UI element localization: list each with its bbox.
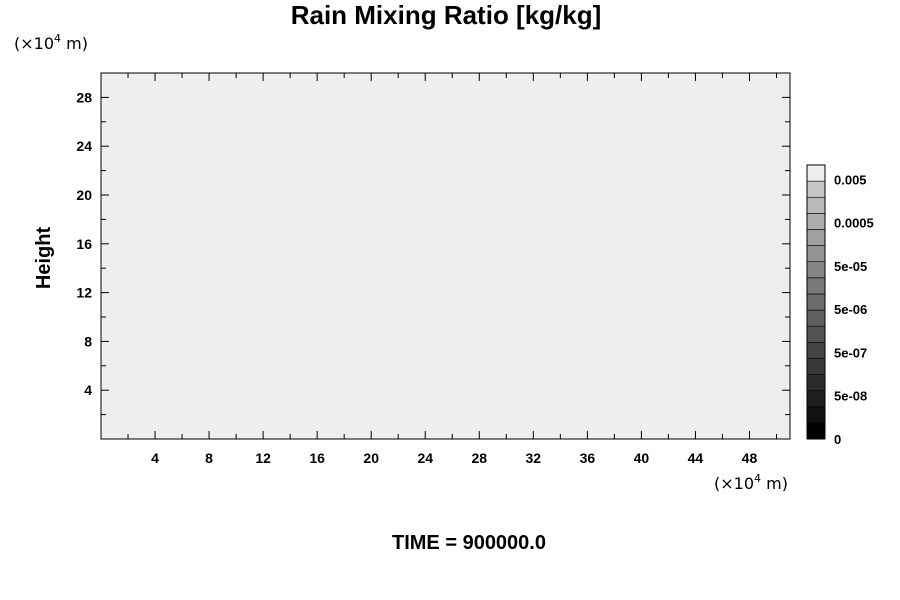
plot-area bbox=[100, 72, 791, 440]
colorbar-label: 5e-06 bbox=[834, 302, 867, 317]
colorbar-swatch bbox=[806, 309, 826, 327]
colorbar-label: 5e-08 bbox=[834, 389, 867, 404]
colorbar-swatch bbox=[806, 261, 826, 279]
colorbar-swatch bbox=[806, 358, 826, 375]
colorbar-frame bbox=[806, 164, 826, 440]
x-tick-labels: 4 8 12 16 20 24 28 32 36 40 44 48 bbox=[151, 450, 757, 466]
axis-ticks bbox=[101, 73, 790, 439]
colorbar-label: 0 bbox=[834, 432, 841, 447]
x-tick-label: 36 bbox=[580, 450, 596, 466]
colorbar-swatch bbox=[806, 341, 826, 359]
colorbar-label: 0.005 bbox=[834, 172, 867, 187]
colorbar-labels: 0 5e-08 5e-07 5e-06 5e-05 0.0005 0.005 bbox=[834, 172, 874, 447]
colorbar-swatch bbox=[806, 164, 826, 182]
colorbar-swatch bbox=[806, 293, 826, 311]
colorbar-swatch bbox=[806, 277, 826, 295]
y-tick-label: 8 bbox=[84, 333, 92, 349]
y-tick-label: 12 bbox=[76, 285, 92, 301]
x-tick-label: 40 bbox=[634, 450, 650, 466]
x-tick-label: 48 bbox=[742, 450, 758, 466]
x-tick-label: 12 bbox=[255, 450, 271, 466]
x-unit-label: (×104 m) bbox=[714, 472, 788, 493]
x-tick-label: 44 bbox=[688, 450, 704, 466]
x-tick-label: 20 bbox=[363, 450, 379, 466]
x-tick-label: 24 bbox=[417, 450, 433, 466]
y-tick-label: 16 bbox=[76, 236, 92, 252]
x-tick-label: 4 bbox=[151, 450, 159, 466]
y-tick-label: 20 bbox=[76, 187, 92, 203]
rain-mixing-ratio-field bbox=[101, 73, 790, 439]
y-tick-labels: 4 8 12 16 20 24 28 bbox=[76, 89, 92, 398]
colorbar-swatch bbox=[806, 229, 826, 246]
colorbar-swatch bbox=[806, 390, 826, 408]
colorbar-swatch bbox=[806, 180, 826, 198]
colorbar-label: 5e-07 bbox=[834, 345, 867, 360]
colorbar bbox=[806, 164, 826, 440]
colorbar-label: 5e-05 bbox=[834, 259, 867, 274]
y-tick-label: 28 bbox=[76, 89, 92, 105]
y-tick-label: 4 bbox=[84, 382, 92, 398]
chart-title: Rain Mixing Ratio [kg/kg] bbox=[291, 0, 602, 30]
x-tick-label: 28 bbox=[471, 450, 487, 466]
colorbar-swatch bbox=[806, 422, 826, 440]
colorbar-label: 0.0005 bbox=[834, 216, 874, 231]
colorbar-swatch bbox=[806, 213, 826, 230]
x-tick-label: 32 bbox=[526, 450, 542, 466]
time-label: TIME = 900000.0 bbox=[392, 532, 546, 554]
y-tick-label: 24 bbox=[76, 138, 92, 154]
colorbar-swatch bbox=[806, 196, 826, 214]
colorbar-swatch bbox=[806, 374, 826, 391]
x-tick-label: 16 bbox=[309, 450, 325, 466]
colorbar-swatch bbox=[806, 245, 826, 263]
y-unit-label: (×104 m) bbox=[14, 32, 88, 53]
colorbar-swatch bbox=[806, 406, 826, 424]
y-axis-label: Height bbox=[33, 227, 55, 290]
plot-frame bbox=[100, 72, 791, 440]
colorbar-swatch bbox=[806, 325, 826, 343]
x-tick-label: 8 bbox=[205, 450, 213, 466]
